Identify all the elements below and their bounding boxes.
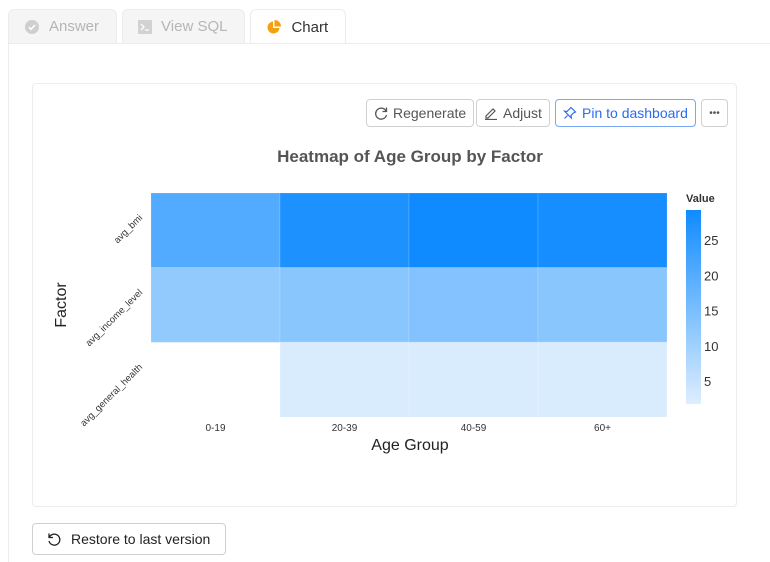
heatmap-cell[interactable] <box>408 267 539 343</box>
x-tick-label: 0-19 <box>205 423 225 434</box>
restore-label: Restore to last version <box>71 531 211 547</box>
chart-panel <box>8 43 770 562</box>
pin-label: Pin to dashboard <box>582 105 688 121</box>
adjust-label: Adjust <box>503 105 542 121</box>
heatmap-cell[interactable] <box>537 341 668 418</box>
regenerate-button[interactable]: Regenerate <box>366 99 475 127</box>
legend-tick-label: 5 <box>704 374 711 389</box>
more-icon: ••• <box>709 107 720 119</box>
legend-tick-label: 15 <box>704 304 718 319</box>
more-options-button[interactable]: ••• <box>701 99 728 127</box>
legend-tick-label: 20 <box>704 268 718 283</box>
tab-label: Chart <box>291 18 329 36</box>
pie-chart-icon <box>267 20 282 34</box>
heatmap-cell[interactable] <box>408 192 539 269</box>
x-tick-label: 20-39 <box>332 423 358 434</box>
y-axis-label: Factor <box>53 282 70 328</box>
tab-chart[interactable]: Chart <box>250 9 347 44</box>
legend-title: Value <box>686 193 715 205</box>
restore-icon <box>48 533 61 546</box>
legend-tick-label: 25 <box>704 233 718 248</box>
heatmap-cell[interactable] <box>537 192 668 269</box>
restore-button[interactable]: Restore to last version <box>32 523 226 555</box>
tab-view-sql[interactable]: View SQL <box>122 9 246 43</box>
heatmap-cell[interactable] <box>279 192 410 269</box>
pencil-icon <box>485 108 497 120</box>
y-tick-label: avg_income_level <box>84 287 146 349</box>
adjust-button[interactable]: Adjust <box>476 99 550 127</box>
heatmap-cell[interactable] <box>537 267 668 343</box>
tab-label: Answer <box>49 18 100 35</box>
heatmap-cell[interactable] <box>279 267 410 343</box>
x-tick-label: 60+ <box>594 423 611 434</box>
y-tick-label: avg_bmi <box>112 213 145 246</box>
tab-answer[interactable]: Answer <box>8 9 118 43</box>
pin-to-dashboard-button[interactable]: Pin to dashboard <box>555 99 696 127</box>
heatmap-cell[interactable] <box>150 267 281 343</box>
heatmap-cell[interactable] <box>279 341 410 418</box>
terminal-icon <box>138 19 153 34</box>
legend-colorbar <box>686 210 701 404</box>
chart-card <box>32 83 737 507</box>
refresh-icon <box>375 107 388 120</box>
tab-bar: Answer View SQL Chart <box>8 9 347 44</box>
x-axis-label: Age Group <box>371 437 448 454</box>
heatmap-cell[interactable] <box>150 192 281 269</box>
heatmap-cell[interactable] <box>408 341 539 418</box>
pin-icon <box>563 106 577 120</box>
y-tick-label: avg_general_health <box>78 362 145 429</box>
legend-tick-label: 10 <box>704 339 718 354</box>
check-circle-icon <box>25 19 39 34</box>
tab-label: View SQL <box>161 18 228 35</box>
chart-title: Heatmap of Age Group by Factor <box>277 147 543 166</box>
regenerate-label: Regenerate <box>393 105 467 121</box>
x-tick-label: 40-59 <box>461 423 487 434</box>
